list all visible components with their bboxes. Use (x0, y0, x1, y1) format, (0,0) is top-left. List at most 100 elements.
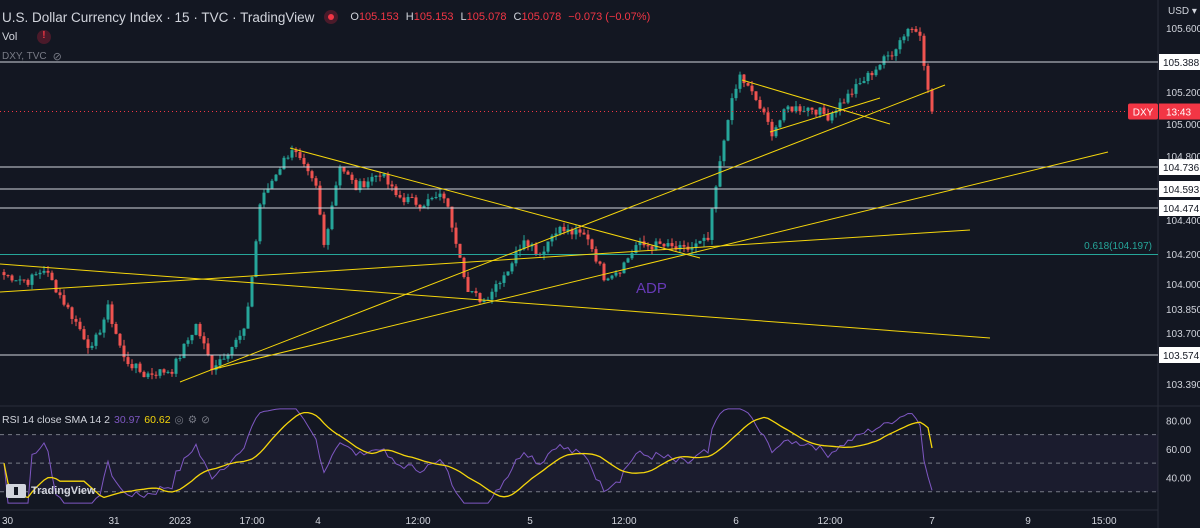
candle-body (66, 304, 70, 308)
level-price-tag (1159, 54, 1200, 70)
trendline[interactable] (741, 79, 891, 125)
candle-body (274, 174, 278, 181)
candle-body (10, 275, 14, 281)
trendlines[interactable] (0, 79, 1109, 383)
candle-body (610, 275, 614, 279)
trendline[interactable] (209, 151, 1109, 371)
candle-body (826, 113, 830, 121)
candle-body (378, 175, 382, 177)
candle-body (242, 328, 246, 336)
candle-body (926, 65, 930, 90)
price-tick-label: 103.850 (1166, 305, 1200, 316)
candle-body (370, 176, 374, 182)
candle-body (330, 205, 334, 230)
level-price-label: 104.474 (1163, 204, 1200, 215)
candle-body (738, 74, 742, 89)
candle-body (798, 106, 802, 112)
candle-body (810, 107, 814, 110)
candle-body (14, 280, 18, 282)
candle-body (198, 324, 202, 337)
candle-body (750, 85, 754, 92)
adp-annotation[interactable]: ADP (636, 280, 667, 297)
time-tick-label: 2023 (169, 516, 192, 527)
candle-body (90, 345, 94, 348)
candle-body (574, 229, 578, 235)
eye-icon[interactable]: ◎ (174, 414, 184, 426)
candle-body (238, 335, 242, 340)
candle-body (398, 195, 402, 198)
candle-body (870, 72, 874, 76)
close-value: 105.078 (521, 11, 562, 23)
candle-body (794, 106, 798, 112)
time-tick-label: 30 (2, 516, 14, 527)
open-value: 105.153 (358, 11, 399, 23)
trendline[interactable] (769, 97, 881, 133)
candle-body (30, 274, 34, 285)
currency-selector[interactable]: USD ▾ (1168, 6, 1197, 17)
candle-body (674, 246, 678, 250)
candle-body (742, 74, 746, 84)
level-price-tag (1159, 200, 1200, 216)
candle-body (606, 278, 610, 281)
candle-body (774, 127, 778, 137)
tradingview-logo-icon (6, 484, 26, 498)
candle-body (126, 357, 130, 365)
rsi-legend[interactable]: RSI 14 close SMA 14 2 30.97 60.62 ◎ ⚙ ⊘ (2, 414, 210, 426)
settings-icon[interactable]: ⚙ (187, 414, 198, 426)
time-axis[interactable]: 30 31 2023 17:00 4 12:00 5 12:00 6 12:00 7 9 15:00 (2, 516, 1117, 527)
price-tick-label: 104.400 (1166, 216, 1200, 227)
candle-body (246, 306, 250, 329)
horizontal-levels[interactable]: 105.388 104.736 104.593 104.474 103.574 (0, 54, 1200, 363)
price-tick-label: 105.600 (1166, 24, 1200, 35)
volume-legend[interactable]: Vol (2, 30, 52, 44)
candle-body (898, 40, 902, 50)
candle-body (150, 373, 154, 375)
time-tick-label: 12:00 (817, 516, 842, 527)
candle-body (374, 175, 378, 177)
candle-body (534, 244, 538, 254)
level-price-tag (1159, 159, 1200, 175)
candle-body (830, 113, 834, 121)
level-price-label: 104.593 (1163, 185, 1200, 196)
candle-body (722, 140, 726, 162)
candle-body (262, 192, 266, 205)
candle-body (102, 319, 106, 333)
candle-body (394, 186, 398, 196)
candle-body (386, 173, 390, 185)
trendline[interactable] (179, 84, 946, 383)
warning-icon[interactable] (37, 30, 52, 44)
hide-icon[interactable]: ⊘ (201, 414, 210, 426)
trendline[interactable] (0, 229, 971, 293)
candle-body (130, 364, 134, 369)
symbol-title[interactable]: U.S. Dollar Currency Index · 15 · TVC · … (2, 9, 315, 25)
candle-body (678, 244, 682, 250)
price-axis[interactable]: 105.600 105.200 105.000 104.800 104.400 104.2… (1128, 24, 1200, 391)
candle-body (858, 83, 862, 85)
fib-label: 0.618(104.197) (1084, 241, 1152, 252)
price-tick-label: 105.000 (1166, 120, 1200, 131)
candle-body (586, 234, 590, 240)
candle-body (70, 307, 74, 319)
candle-body (718, 161, 722, 187)
candle-body (526, 240, 530, 247)
candle-body (914, 28, 918, 32)
candle-body (78, 321, 82, 330)
candle-body (850, 93, 854, 95)
candle-body (134, 363, 138, 369)
candle-body (866, 72, 870, 82)
price-tick-label: 103.700 (1166, 329, 1200, 340)
time-tick-label: 6 (733, 516, 739, 527)
eye-hidden-icon[interactable]: ⊘ (52, 51, 62, 63)
candle-body (74, 318, 78, 322)
rsi-axis[interactable]: 80.00 60.00 40.00 (1166, 416, 1191, 484)
candle-body (434, 196, 438, 198)
candle-body (230, 347, 234, 356)
candle-body (334, 185, 338, 206)
trendline[interactable] (289, 147, 701, 259)
alert-icon[interactable] (324, 10, 339, 24)
candle-body (358, 181, 362, 191)
candle-body (222, 358, 226, 360)
rsi-lines (3, 408, 933, 504)
candle-body (186, 340, 190, 344)
